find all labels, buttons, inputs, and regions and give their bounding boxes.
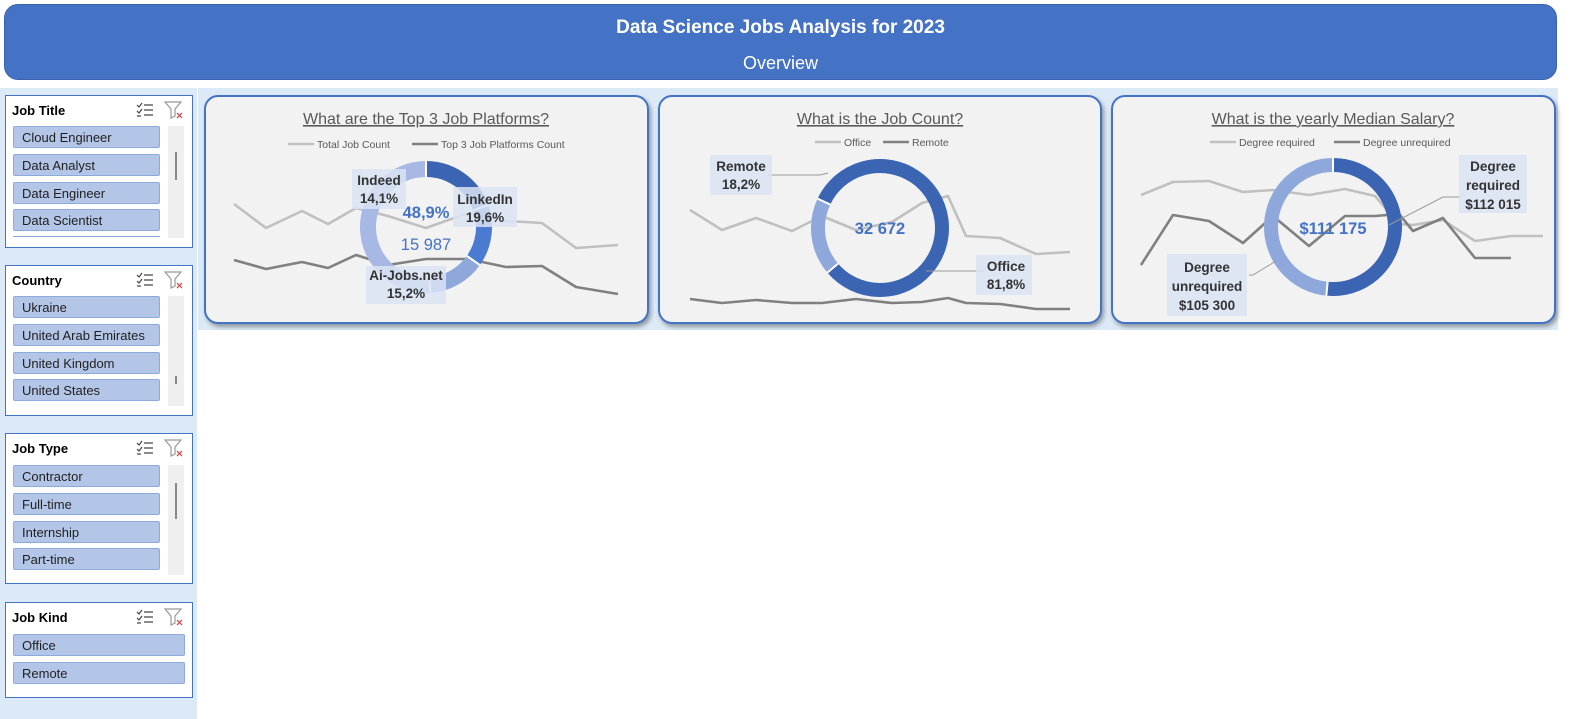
label-degree-required-line1: Degree	[1470, 159, 1516, 174]
center-total: 15 987	[401, 236, 451, 254]
legend-label: Total Job Count	[317, 139, 390, 151]
legend-label: Office	[844, 137, 871, 149]
label-degree-unrequired-line2: unrequired	[1172, 279, 1243, 294]
slice-separator	[817, 197, 831, 206]
chart-top-platforms: What are the Top 3 Job Platforms? Total J…	[233, 111, 619, 304]
value-degree-required: $112 015	[1465, 197, 1521, 212]
scrollbar-thumb[interactable]	[175, 152, 177, 180]
chart-card-top-platforms: What are the Top 3 Job Platforms? Total J…	[204, 95, 649, 324]
data-label-background	[976, 255, 1032, 295]
slicer-item-part-time[interactable]: Part-time	[13, 548, 160, 570]
label-linkedin: LinkedIn	[457, 192, 513, 207]
slicer-item-united-kingdom[interactable]: United Kingdom	[13, 352, 160, 374]
chart-median-salary: What is the yearly Median Salary? Degree …	[1139, 111, 1543, 316]
chart-job-count: What is the Job Count? Office Remote 32 672…	[689, 111, 1071, 311]
label-office: Office	[987, 259, 1026, 274]
chart-card-job-count: What is the Job Count? Office Remote 32 672…	[658, 95, 1102, 324]
multiselect-icon[interactable]	[136, 608, 154, 626]
legend-label: Degree unrequired	[1363, 137, 1451, 149]
slicer-title: Country	[12, 273, 62, 288]
slice-degree-required	[1326, 158, 1402, 296]
label-indeed: Indeed	[357, 173, 401, 188]
clear-filter-icon[interactable]	[164, 100, 184, 120]
data-label-background	[453, 187, 517, 227]
chart-title: What are the Top 3 Job Platforms?	[303, 111, 549, 128]
slicer-item-full-time[interactable]: Full-time	[13, 493, 160, 515]
dashboard-header: Data Science Jobs Analysis for 2023 Over…	[4, 4, 1557, 80]
data-label-background	[1167, 254, 1247, 316]
dashboard-title: Data Science Jobs Analysis for 2023	[616, 17, 945, 38]
background-line-office	[689, 194, 1071, 256]
slicer-scrollbar[interactable]	[168, 126, 184, 238]
leader-line-required	[1388, 196, 1461, 226]
data-label-background	[366, 266, 446, 304]
slicer-country: Country Ukraine United Arab Emirates Uni…	[5, 265, 193, 416]
scrollbar-thumb[interactable]	[175, 376, 177, 384]
slicer-item-cloud-engineer[interactable]: Cloud Engineer	[13, 126, 160, 148]
multiselect-icon[interactable]	[136, 439, 154, 457]
slicer-item-ukraine[interactable]: Ukraine	[13, 296, 160, 318]
clear-filter-icon[interactable]	[164, 270, 184, 290]
slicer-item-data-scientist[interactable]: Data Scientist	[13, 209, 160, 231]
data-label-background	[1459, 155, 1527, 213]
background-line-top3	[233, 253, 619, 296]
slicer-item-contractor[interactable]: Contractor	[13, 465, 160, 487]
value-office: 81,8%	[987, 277, 1025, 292]
leader-line-remote	[768, 172, 829, 176]
value-linkedin: 19,6%	[466, 210, 504, 225]
clear-filter-icon[interactable]	[164, 607, 184, 627]
background-line-degree-required	[1140, 179, 1543, 243]
slicer-scrollbar[interactable]	[168, 465, 184, 575]
slice-separator	[826, 262, 839, 274]
legend-label: Remote	[912, 137, 949, 149]
value-ai-jobs-net: 15,2%	[387, 286, 425, 301]
slice-office	[817, 159, 949, 297]
value-degree-unrequired: $105 300	[1179, 298, 1235, 313]
slicer-item-remote[interactable]: Remote	[13, 662, 185, 684]
legend-label: Degree required	[1239, 137, 1315, 149]
slicer-scrollbar[interactable]	[168, 296, 184, 406]
slice-separator	[466, 255, 481, 266]
slice-remote	[811, 198, 839, 273]
center-percent: 48,9%	[403, 204, 450, 222]
label-remote: Remote	[716, 159, 766, 174]
slicer-title: Job Kind	[12, 610, 68, 625]
clear-filter-icon[interactable]	[164, 438, 184, 458]
slice-separator	[1325, 281, 1329, 296]
value-indeed: 14,1%	[360, 191, 398, 206]
value-remote: 18,2%	[722, 177, 760, 192]
slicer-item-united-states[interactable]: United States	[13, 379, 160, 401]
data-label-background	[710, 155, 772, 195]
label-degree-required-line2: required	[1466, 178, 1520, 193]
center-total: $111 175	[1300, 220, 1367, 238]
background-line-total	[233, 202, 619, 250]
chart-card-median-salary: What is the yearly Median Salary? Degree …	[1111, 95, 1556, 324]
dashboard-subtitle: Overview	[742, 53, 818, 73]
slicer-title: Job Type	[12, 441, 69, 456]
slicer-title: Job Title	[12, 103, 66, 118]
scrollbar-thumb[interactable]	[175, 483, 177, 519]
background-line-degree-unrequired	[1139, 212, 1511, 266]
label-degree-unrequired-line1: Degree	[1184, 260, 1230, 275]
slicer-job-kind: Job Kind Office Remote	[5, 602, 193, 698]
slicer-item-internship[interactable]: Internship	[13, 521, 160, 543]
multiselect-icon[interactable]	[136, 271, 154, 289]
chart-title: What is the yearly Median Salary?	[1212, 111, 1455, 128]
slicer-item-partial	[13, 236, 160, 237]
center-total: 32 672	[855, 220, 905, 238]
chart-title: What is the Job Count?	[797, 111, 963, 128]
slicer-item-united-arab-emirates[interactable]: United Arab Emirates	[13, 324, 160, 346]
slice-degree-unrequired	[1263, 158, 1334, 296]
slicer-job-title: Job Title Cloud Engineer Data Analyst Da…	[5, 95, 193, 248]
label-ai-jobs-net: Ai-Jobs.net	[369, 268, 443, 283]
slicer-job-type: Job Type Contractor Full-time Internship…	[5, 433, 193, 584]
leader-line-unrequired	[1249, 260, 1277, 276]
slicer-item-data-analyst[interactable]: Data Analyst	[13, 154, 160, 176]
background-line-remote	[689, 296, 1070, 311]
data-label-background	[352, 169, 406, 209]
multiselect-icon[interactable]	[136, 101, 154, 119]
slicer-item-data-engineer[interactable]: Data Engineer	[13, 182, 160, 204]
slicer-item-office[interactable]: Office	[13, 634, 185, 656]
legend-label: Top 3 Job Platforms Count	[441, 139, 565, 151]
